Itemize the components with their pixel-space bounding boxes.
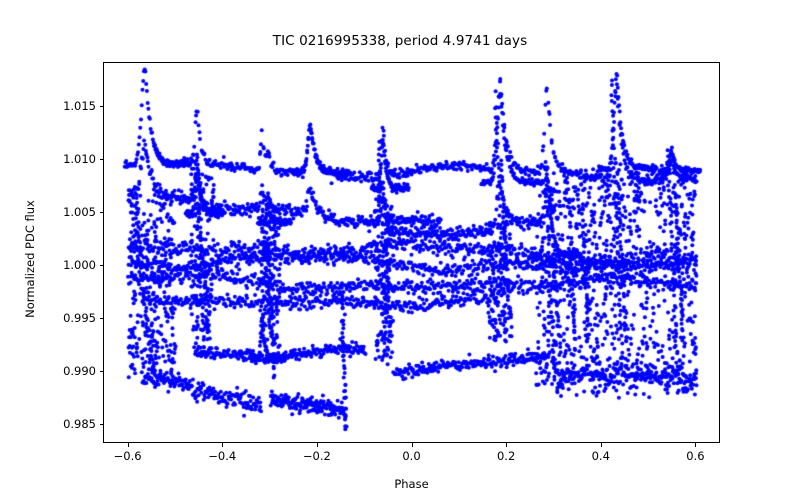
plot-area [103,62,721,444]
chart-title: TIC 0216995338, period 4.9741 days [272,33,528,49]
x-tick-mark [600,443,602,447]
y-tick-label: 1.010 [63,152,96,167]
x-tick-mark [506,443,508,447]
x-tick-label: −0.4 [208,449,237,463]
x-tick-label: −0.6 [113,449,142,463]
scatter-plot-canvas [104,63,721,444]
x-tick-label: 0.0 [402,449,421,463]
y-tick-label: 1.015 [63,99,96,114]
x-tick-label: 0.2 [496,449,516,463]
x-tick-label: −0.2 [302,449,331,463]
y-tick-label: 0.990 [63,364,96,379]
y-tick-mark [99,423,103,425]
y-tick-mark [99,159,103,161]
x-axis-label: Phase [394,477,429,491]
y-tick-label: 1.005 [63,205,96,220]
y-tick-mark [99,371,103,373]
x-tick-mark [222,443,224,447]
y-tick-mark [99,212,103,214]
y-tick-label: 1.000 [63,258,96,273]
y-tick-mark [99,106,103,108]
y-axis-label: Normalized PDC flux [23,200,37,318]
y-tick-mark [99,265,103,267]
x-tick-mark [127,443,129,447]
y-tick-label: 0.995 [63,311,96,326]
y-tick-mark [99,318,103,320]
x-tick-label: 0.4 [591,449,610,463]
x-tick-mark [316,443,318,447]
y-tick-label: 0.985 [63,416,96,431]
x-tick-label: 0.6 [686,449,705,463]
x-tick-mark [411,443,413,447]
x-tick-mark [695,443,697,447]
